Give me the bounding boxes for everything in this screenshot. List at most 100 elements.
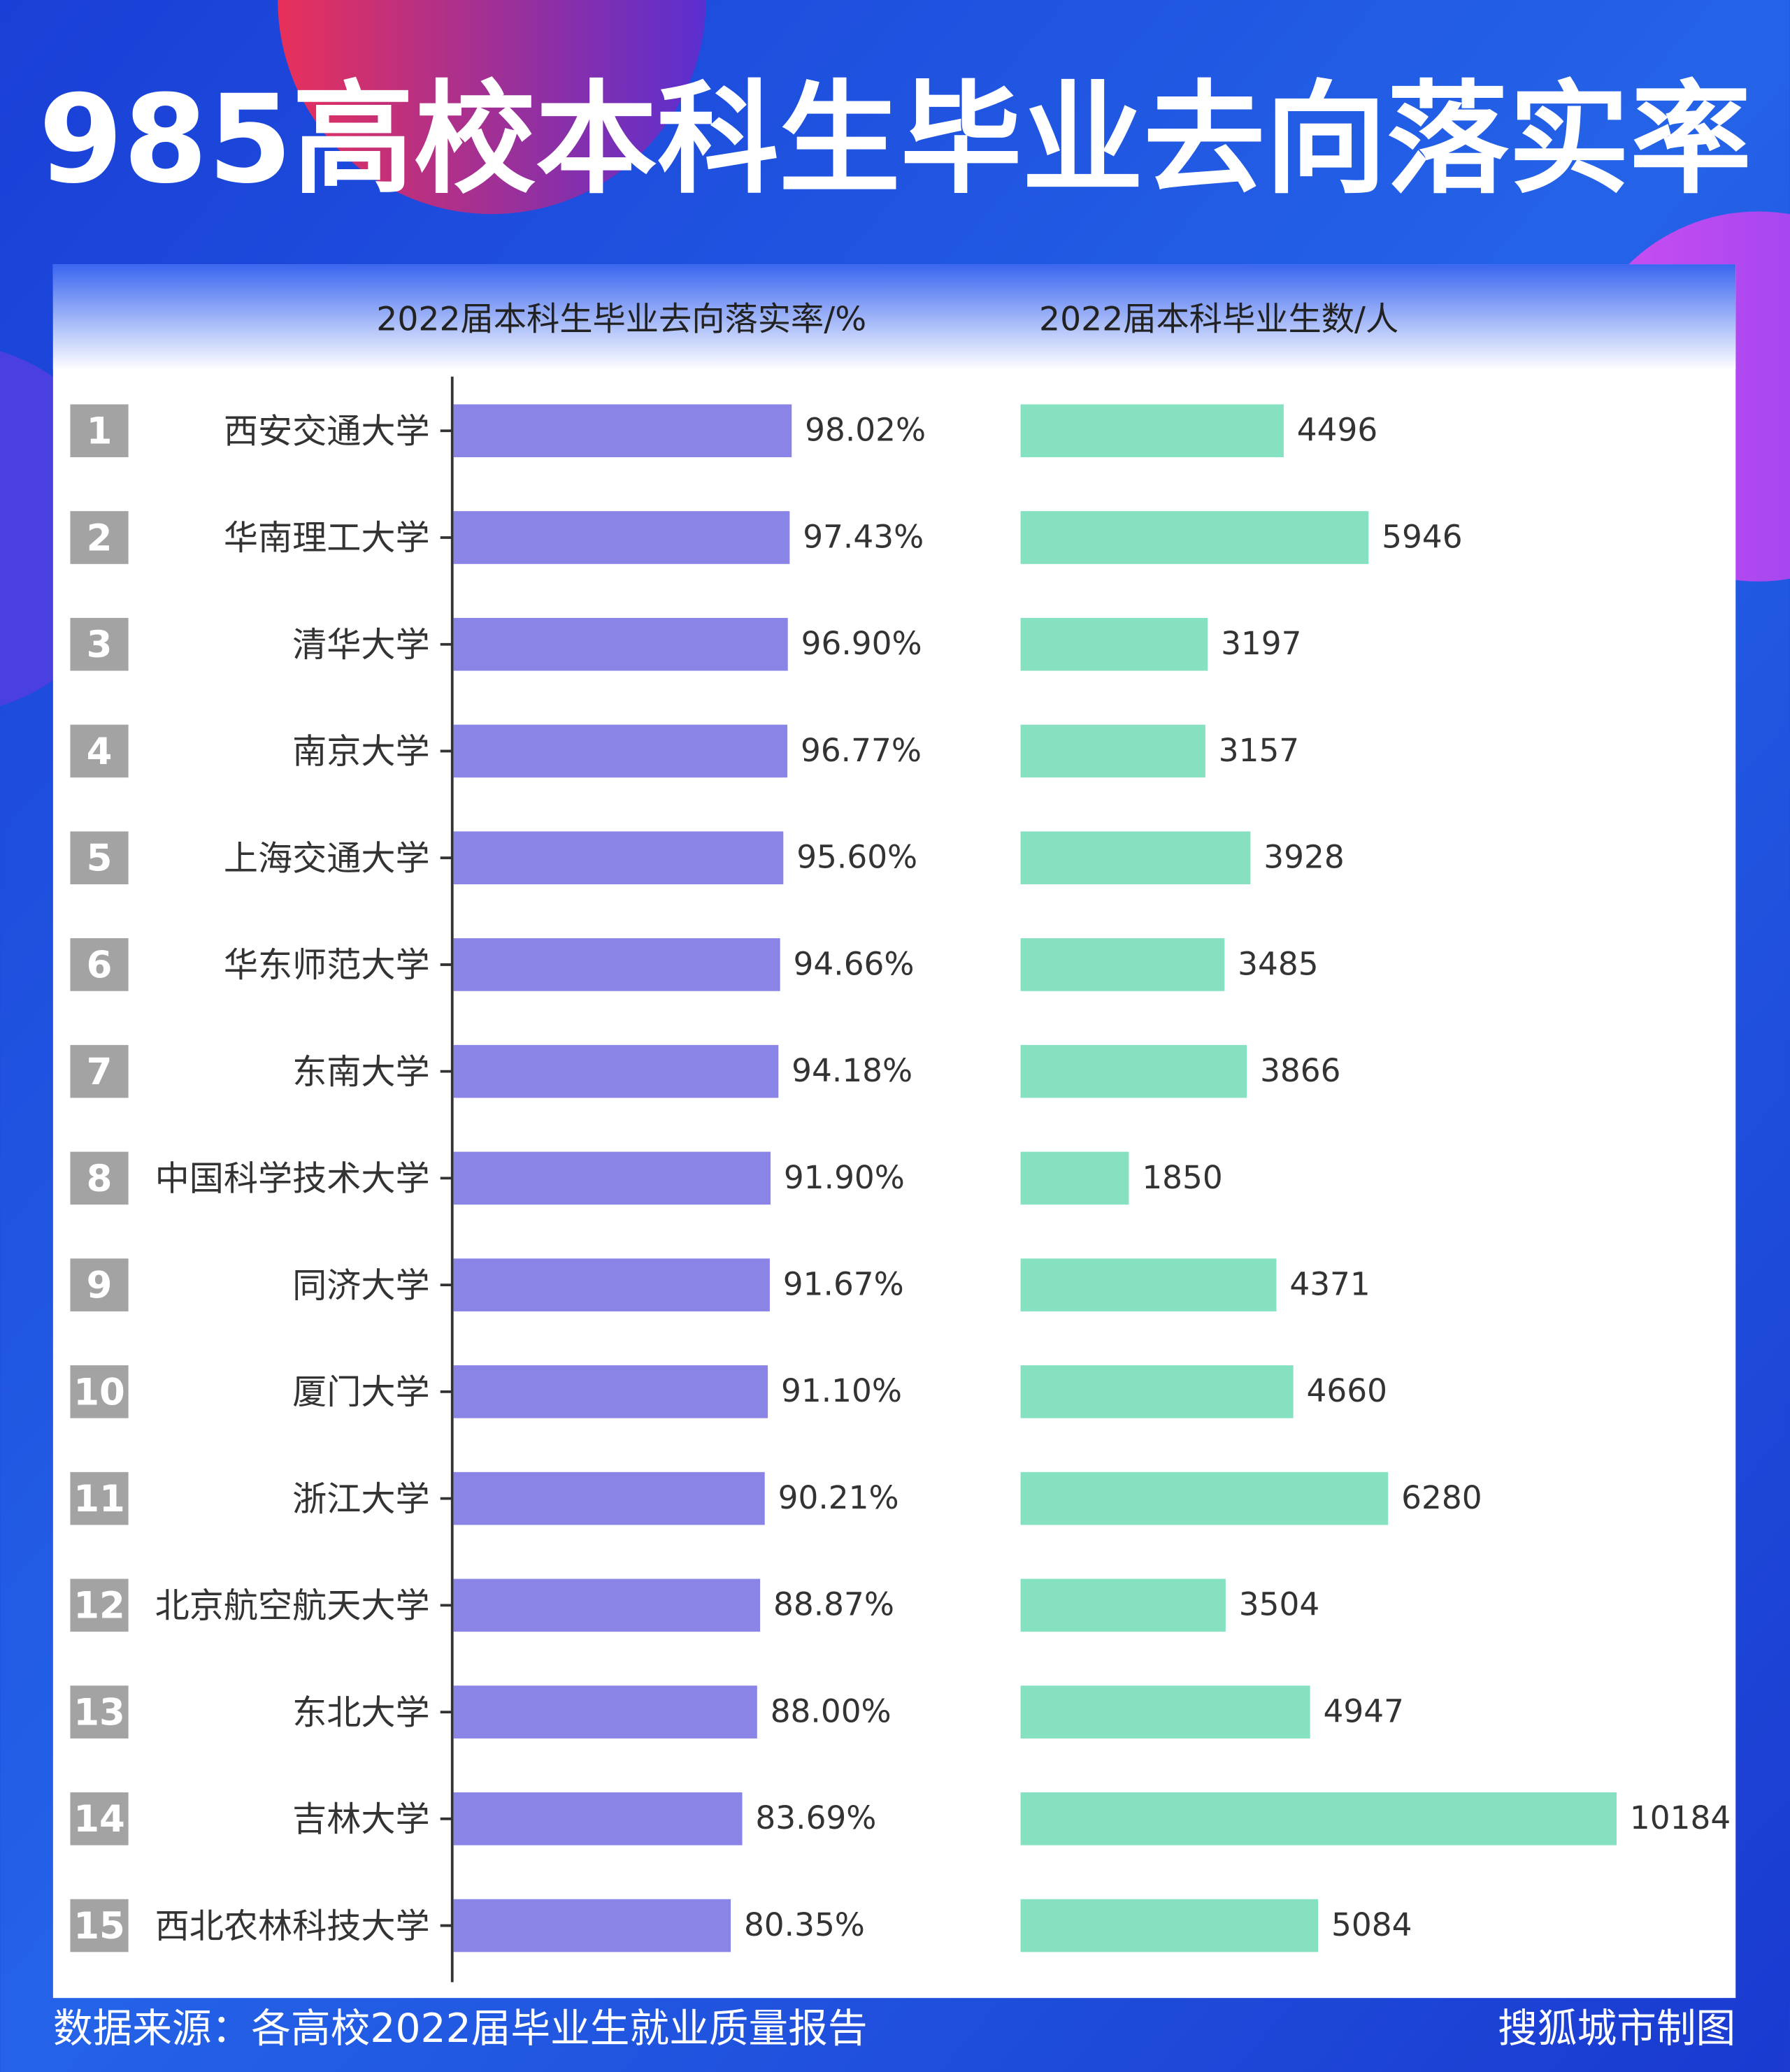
bar: [453, 1258, 770, 1311]
bar: [453, 724, 788, 778]
decor-circle: [278, 0, 706, 215]
value-label: 88.00%: [771, 1692, 892, 1729]
bar: [1020, 1044, 1247, 1098]
rank-label: 13: [73, 1692, 125, 1734]
rank-box: [70, 1578, 129, 1632]
value-label: 3504: [1239, 1586, 1319, 1623]
category-label: 浙江大学: [292, 1479, 430, 1519]
bar: [453, 1792, 743, 1846]
value-label: 98.02%: [805, 412, 926, 449]
bar: [453, 1365, 768, 1418]
rank-box: [70, 1365, 129, 1418]
bar: [453, 404, 792, 458]
rank-label: 11: [73, 1478, 125, 1520]
value-label: 3157: [1219, 732, 1299, 769]
category-label: 西安交通大学: [224, 411, 430, 452]
value-label: 4947: [1324, 1692, 1404, 1729]
value-label: 80.35%: [744, 1906, 865, 1943]
bar: [1020, 1151, 1129, 1205]
value-label: 10184: [1630, 1799, 1731, 1836]
column-header: 2022届本科生毕业去向落实率/%: [376, 300, 866, 338]
category-label: 东南大学: [292, 1051, 430, 1092]
bar: [1020, 511, 1369, 564]
rank-box: [70, 1792, 129, 1846]
rank-label: 6: [87, 944, 113, 986]
bar: [453, 831, 784, 884]
category-label: 同济大学: [292, 1265, 430, 1305]
bar: [453, 1472, 765, 1525]
value-label: 97.43%: [803, 518, 924, 555]
rank-box: [70, 1472, 129, 1525]
column-header: 2022届本科毕业生数/人: [1039, 300, 1398, 338]
rank-label: 9: [87, 1265, 113, 1307]
value-label: 3866: [1260, 1052, 1340, 1089]
category-label: 中国科学技术大学: [155, 1158, 430, 1199]
bar: [1020, 831, 1251, 884]
rank-box: [70, 1151, 129, 1205]
rank-box: [70, 831, 129, 884]
rank-label: 4: [87, 731, 113, 773]
bar: [1020, 938, 1225, 991]
category-label: 东北大学: [292, 1692, 430, 1732]
value-label: 5084: [1331, 1906, 1412, 1943]
title: 985高校本科生毕业去向落实率: [38, 70, 1752, 211]
bar: [453, 511, 790, 564]
value-label: 3485: [1238, 945, 1318, 982]
category-label: 西北农林科技大学: [155, 1906, 430, 1946]
category-label: 南京大学: [292, 731, 430, 772]
rank-label: 8: [87, 1158, 113, 1200]
bar: [453, 1685, 757, 1739]
rank-label: 12: [73, 1585, 125, 1627]
value-label: 91.10%: [781, 1372, 902, 1409]
rank-label: 2: [87, 517, 113, 559]
value-label: 94.66%: [794, 945, 915, 982]
value-label: 4371: [1289, 1266, 1370, 1303]
rank-label: 5: [87, 837, 113, 880]
value-label: 90.21%: [778, 1479, 899, 1516]
bar: [453, 1044, 779, 1098]
bar: [1020, 1365, 1294, 1418]
value-label: 95.60%: [796, 839, 917, 876]
value-label: 96.77%: [801, 732, 922, 769]
panel: [52, 264, 1736, 1999]
value-label: 96.90%: [801, 625, 922, 662]
bar: [1020, 1472, 1389, 1525]
credit: 搜狐城市制图: [1498, 2006, 1735, 2052]
value-label: 4660: [1307, 1372, 1387, 1409]
bar: [1020, 1258, 1277, 1311]
category-label: 北京航空航天大学: [155, 1585, 430, 1626]
value-label: 3928: [1263, 839, 1344, 876]
rank-box: [70, 1685, 129, 1739]
category-label: 清华大学: [292, 624, 430, 665]
bar: [1020, 1899, 1319, 1952]
bar: [1020, 1792, 1617, 1846]
value-label: 3197: [1221, 625, 1301, 662]
rank-label: 15: [73, 1905, 125, 1948]
value-label: 83.69%: [755, 1799, 876, 1836]
category-label: 厦门大学: [292, 1372, 430, 1412]
category-label: 华南理工大学: [224, 517, 430, 558]
panel-header: [52, 264, 1736, 370]
rank-box: [70, 1258, 129, 1311]
bar: [453, 1151, 771, 1205]
rank-box: [70, 1899, 129, 1952]
category-label: 上海交通大学: [224, 837, 430, 878]
bar: [453, 617, 788, 671]
rank-label: 14: [73, 1798, 125, 1841]
rank-label: 1: [87, 410, 113, 453]
rank-box: [70, 617, 129, 671]
rank-box: [70, 938, 129, 991]
bar: [1020, 1685, 1310, 1739]
source: 数据来源：各高校2022届毕业生就业质量报告: [53, 2006, 868, 2052]
value-label: 4496: [1297, 412, 1377, 449]
bar: [1020, 1578, 1226, 1632]
bar: [453, 1899, 731, 1952]
category-label: 华东师范大学: [224, 944, 430, 985]
value-label: 6280: [1401, 1479, 1482, 1516]
value-label: 91.67%: [783, 1266, 904, 1303]
value-label: 88.87%: [773, 1586, 894, 1623]
rank-box: [70, 511, 129, 564]
